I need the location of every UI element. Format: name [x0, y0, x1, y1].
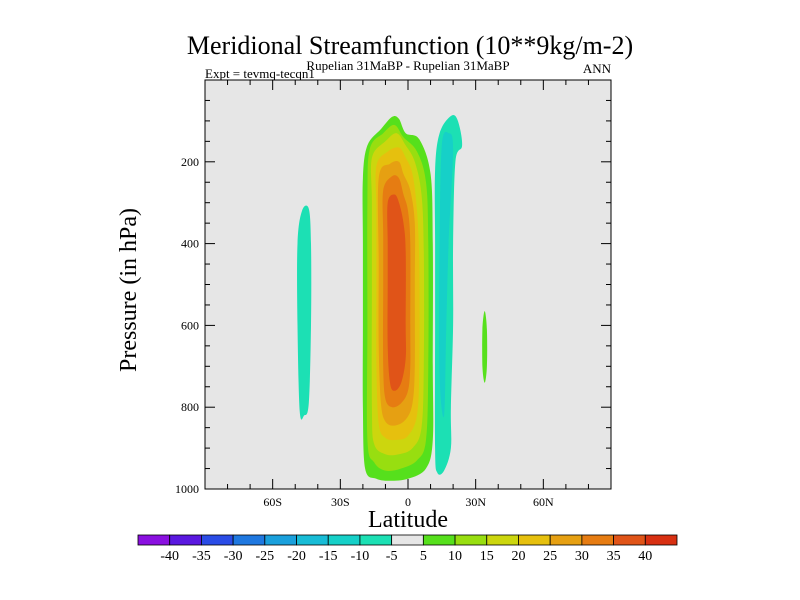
chart-title: Meridional Streamfunction (10**9kg/m-2): [187, 31, 633, 60]
x-tick-label: 30S: [331, 495, 350, 509]
colorbar-label: -10: [351, 549, 370, 564]
y-axis-label: Pressure (in hPa): [116, 208, 142, 372]
experiment-label: Expt = tevmq-tecqn1: [205, 66, 315, 81]
colorbar-swatch: [518, 534, 551, 546]
colorbar-swatch: [169, 534, 202, 546]
colorbar-label: 40: [638, 549, 652, 564]
axis-ticks-layer: 60S 30S 0 30N 60N 200 400 600 800 1000: [175, 80, 611, 509]
colorbar-swatch: [613, 534, 646, 546]
colorbar-swatch: [232, 534, 266, 546]
colorbar-label: 5: [420, 549, 427, 564]
contour-region-nh-negative-cell-inner: [439, 131, 454, 418]
colorbar-label: -30: [224, 549, 243, 564]
season-label: ANN: [583, 61, 612, 76]
x-axis-label: Latitude: [368, 507, 448, 533]
colorbar-label: -40: [160, 549, 179, 564]
y-tick-label: 600: [181, 318, 199, 332]
colorbar-swatch: [359, 534, 393, 546]
colorbar-swatch: [581, 534, 614, 546]
colorbar-swatch: [264, 534, 297, 546]
colorbar-label: 10: [448, 549, 462, 564]
colorbar-label: 30: [575, 549, 589, 564]
y-tick-label: 800: [181, 400, 199, 414]
x-tick-label: 60N: [533, 495, 554, 509]
colorbar-swatch: [549, 534, 583, 546]
colorbar-swatch: [486, 534, 519, 546]
colorbar-label: 15: [480, 549, 494, 564]
colorbar-swatch: [201, 534, 234, 546]
contour-fill-layer: [297, 114, 488, 481]
colorbar-swatch: [422, 534, 456, 546]
colorbar-label: -15: [319, 549, 338, 564]
colorbar-swatch: [454, 534, 488, 546]
x-tick-label: 0: [405, 495, 411, 509]
colorbar-swatch: [391, 534, 424, 546]
colorbar-label: 25: [543, 549, 557, 564]
colorbar: -40 -35 -30 -25 -20 -15 -10 -5 5 10 15 20 25 30 35 40: [137, 534, 678, 564]
chart-subtitle: Rupelian 31MaBP - Rupelian 31MaBP: [306, 58, 509, 73]
colorbar-label: 20: [511, 549, 525, 564]
colorbar-label: -25: [255, 549, 274, 564]
colorbar-swatch: [296, 534, 329, 546]
contour-region-sh-negative-cell: [297, 205, 312, 420]
x-tick-label: 30N: [465, 495, 486, 509]
y-tick-label: 400: [181, 237, 199, 251]
colorbar-label: -20: [287, 549, 306, 564]
y-tick-label: 1000: [175, 482, 199, 496]
plot-frame: [204, 79, 612, 490]
colorbar-label: -35: [192, 549, 211, 564]
x-tick-label: 60S: [263, 495, 282, 509]
colorbar-label: -5: [386, 549, 398, 564]
contour-region-nh-small-cell: [482, 311, 488, 383]
contour-region-main-cell-35: [387, 194, 407, 391]
colorbar-swatch: [644, 534, 678, 546]
colorbar-label: 35: [607, 549, 621, 564]
colorbar-swatch: [137, 534, 171, 546]
y-tick-label: 200: [181, 155, 199, 169]
colorbar-swatch: [327, 534, 361, 546]
